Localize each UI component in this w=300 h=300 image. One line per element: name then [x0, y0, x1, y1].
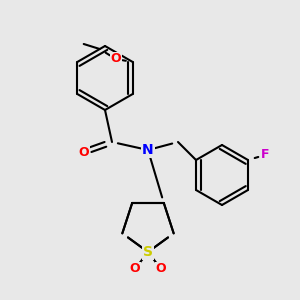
- Text: O: O: [79, 146, 89, 158]
- Text: O: O: [110, 52, 121, 65]
- Text: S: S: [143, 245, 153, 259]
- Text: O: O: [130, 262, 140, 275]
- Text: F: F: [261, 148, 269, 161]
- Text: O: O: [156, 262, 166, 275]
- Text: N: N: [142, 143, 154, 157]
